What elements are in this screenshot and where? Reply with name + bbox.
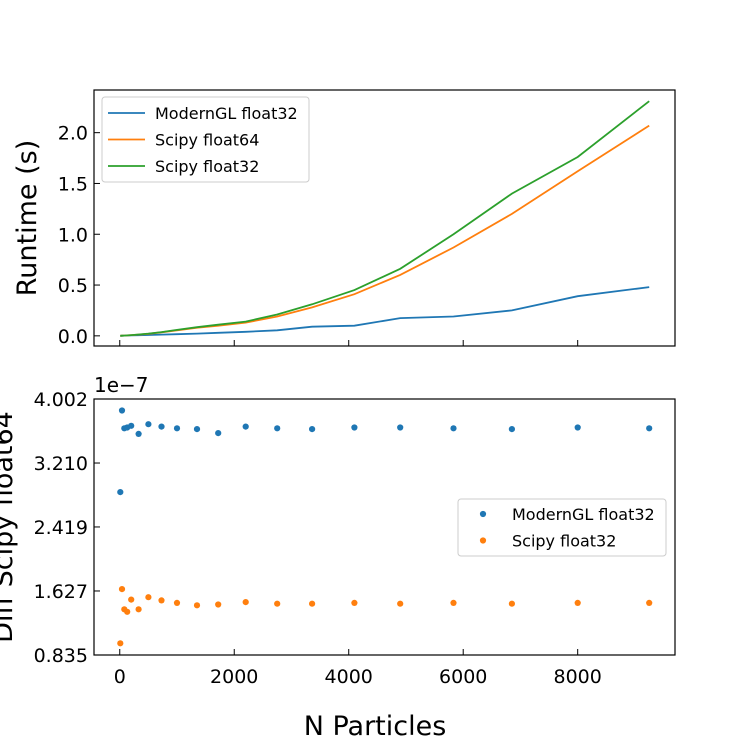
- y-tick-label: 0.5: [58, 275, 88, 297]
- legend-marker: [479, 537, 487, 544]
- y-tick-label: 1.627: [34, 581, 88, 603]
- scatter-point-1: [397, 600, 404, 607]
- scatter-point-0: [215, 430, 222, 437]
- y-tick-label: 2.419: [34, 517, 88, 539]
- y-tick-label: 0.835: [34, 645, 88, 667]
- runtime-chart: 0.0 0.5 1.0 1.5 2.0 Runtime (s) ModernGL flo…: [12, 89, 676, 348]
- scatter-point-0: [574, 424, 581, 431]
- y-tick-label: 1.0: [58, 224, 88, 246]
- scatter-point-0: [128, 422, 135, 429]
- scatter-point-1: [135, 606, 142, 613]
- scatter-point-0: [158, 423, 165, 430]
- y-tick-label: 3.210: [34, 453, 88, 475]
- runtime-x-ticks: [119, 340, 579, 346]
- y-tick-label: 0.0: [58, 326, 88, 348]
- x-tick-label: 6000: [439, 666, 487, 688]
- x-axis-label: N Particles: [304, 711, 447, 742]
- diff-y-axis-label: Diff Scipy float64: [0, 411, 19, 643]
- legend-label: ModernGL float32: [155, 104, 298, 123]
- scatter-point-1: [145, 594, 152, 601]
- diff-scatter-points: [117, 407, 653, 647]
- runtime-y-ticks: 0.0 0.5 1.0 1.5 2.0: [58, 123, 100, 348]
- scatter-point-1: [173, 599, 181, 607]
- runtime-plot-frame: [93, 89, 676, 347]
- series-line-2: [120, 100, 650, 337]
- scatter-point-0: [274, 425, 281, 432]
- scatter-point-0: [145, 421, 152, 428]
- scatter-point-0: [135, 430, 142, 437]
- scatter-point-0: [117, 489, 124, 496]
- diff-chart: 0 2000 4000 6000 8000 0.835 1.627 2.419 3.210 4.…: [0, 373, 676, 742]
- scatter-point-1: [193, 602, 201, 609]
- x-tick-label: 2000: [210, 666, 258, 688]
- diff-x-ticks: 0 2000 4000 6000 8000: [114, 649, 602, 688]
- diff-legend: ModernGL float32 Scipy float32: [457, 498, 667, 557]
- legend-marker: [479, 510, 487, 518]
- scatter-point-0: [450, 425, 457, 432]
- scatter-point-0: [351, 424, 358, 431]
- legend-label: Scipy float32: [512, 532, 616, 551]
- scatter-point-0: [309, 426, 316, 433]
- x-tick-label: 8000: [554, 666, 602, 688]
- scatter-point-0: [242, 423, 249, 430]
- scatter-point-0: [193, 426, 201, 433]
- legend-label: ModernGL float32: [512, 505, 655, 524]
- scatter-point-1: [128, 596, 135, 603]
- scatter-point-1: [508, 600, 515, 607]
- scatter-point-1: [450, 599, 457, 607]
- scatter-point-1: [351, 599, 358, 607]
- scatter-point-1: [117, 640, 124, 647]
- scatter-point-1: [158, 597, 165, 604]
- scatter-point-1: [242, 599, 249, 606]
- scatter-point-1: [646, 599, 653, 607]
- scatter-point-0: [397, 424, 404, 431]
- x-tick-label: 4000: [325, 666, 373, 688]
- runtime-series-lines: [120, 100, 650, 337]
- y-tick-label: 2.0: [58, 123, 88, 145]
- legend-label: Scipy float32: [155, 157, 259, 176]
- scatter-point-1: [574, 599, 581, 607]
- scatter-point-1: [124, 608, 131, 615]
- scatter-point-1: [118, 586, 126, 593]
- scatter-point-0: [508, 426, 515, 433]
- scatter-point-1: [274, 600, 281, 607]
- x-tick-label: 0: [114, 666, 126, 688]
- diff-offset-label: 1e−7: [94, 373, 149, 397]
- legend-label: Scipy float64: [155, 131, 259, 150]
- scatter-point-1: [309, 600, 316, 607]
- runtime-legend: ModernGL float32 Scipy float64 Scipy float…: [101, 96, 310, 183]
- scatter-point-0: [118, 407, 126, 414]
- y-tick-label: 4.002: [34, 389, 88, 411]
- scatter-point-1: [215, 601, 222, 608]
- scatter-point-0: [173, 425, 181, 432]
- scatter-point-0: [646, 425, 653, 432]
- runtime-y-axis-label: Runtime (s): [12, 140, 43, 297]
- diff-y-ticks: 0.835 1.627 2.419 3.210 4.002: [34, 389, 100, 667]
- y-tick-label: 1.5: [58, 173, 88, 195]
